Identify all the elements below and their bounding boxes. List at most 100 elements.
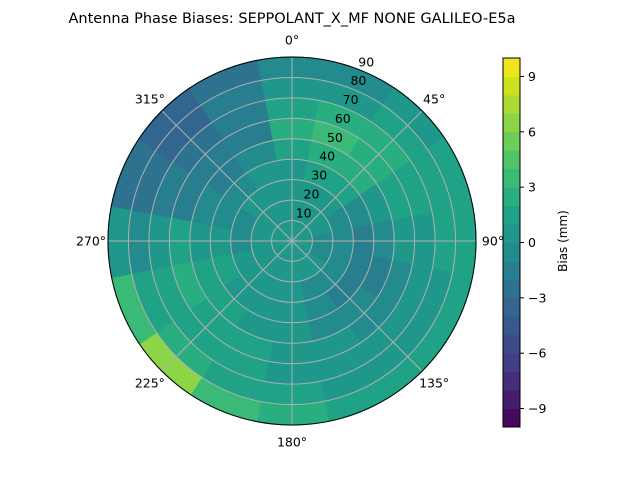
colorbar-level [503,76,520,96]
contour-cell [311,119,362,157]
radial-tick-label: 30 [311,168,327,183]
angle-tick-label: 315° [135,91,165,106]
contour-cell [130,267,174,334]
contour-cell [199,359,266,403]
colorbar-label: Bias (mm) [556,210,570,272]
angle-gridline [291,240,423,372]
contour-cell [130,148,174,215]
contour-cell [170,171,208,222]
colorbar-level [503,279,520,299]
chart-title: Antenna Phase Biases: SEPPOLANT_X_MF NON… [68,11,515,27]
radial-tick-label: 20 [304,186,320,201]
contour-cell [308,244,333,265]
contour-cell [325,248,353,276]
colorbar-level [503,131,520,151]
contour-cell [150,160,191,218]
contour-cell [292,241,304,262]
angle-tick-label: 270° [76,234,106,249]
contour-cell [315,99,373,140]
contour-cell [376,260,414,311]
colorbar-level [503,150,520,170]
contour-cell [188,59,262,106]
contour-cell [191,183,225,226]
contour-cell [231,206,259,234]
colorbar-level [503,242,520,262]
contour-cell [231,248,259,276]
contour-cell [188,376,262,423]
colorbar-level [503,334,520,354]
contour-cell [359,183,393,226]
contour-cell [222,325,273,363]
contour-cell [307,140,350,174]
angle-gridline [291,110,423,242]
contour-cell [280,220,292,241]
contour-cell [271,229,292,241]
colorbar-level [503,58,520,77]
colorbar-tick-label: −6 [528,346,546,361]
colorbar-level [503,316,520,336]
angle-tick-label: 0° [285,33,299,48]
contour-cell [251,244,276,265]
colorbar-level [503,297,520,317]
colorbar-tick-label: 3 [528,180,536,195]
contour-cell [170,260,208,311]
colorbar-level [503,260,520,280]
contour-cell [211,342,269,383]
colorbar-level [503,113,520,133]
colorbar-level [503,408,520,428]
contour-cell [110,137,157,211]
angle-tick-label: 180° [277,435,307,450]
angle-gridline [161,110,293,242]
colorbar-level [503,168,520,188]
contour-cell [280,241,292,262]
contour-cell [427,271,474,345]
contour-cell [234,140,277,174]
angle-tick-label: 90° [482,234,504,249]
radial-tick-label: 50 [327,130,343,145]
contour-cell [322,376,396,423]
radial-tick-label: 90 [358,54,374,69]
angle-tick-label: 225° [135,376,165,391]
contour-cell [410,148,454,215]
polar-grid [108,57,476,425]
angle-tick-labels: 0° 45° 90° 135° 180° 225° 270° 315° [76,33,504,450]
contour-cell [257,180,285,208]
contour-cell [318,359,385,403]
colorbar: −9 −6 −3 0 3 6 9 [502,57,546,428]
colorbar-level [503,353,520,373]
contour-cell [295,257,316,282]
contour-cell [234,308,277,342]
angle-tick-label: 135° [419,376,449,391]
contour-cell [199,79,266,123]
contour-cell [299,274,327,302]
contour-cell [251,217,276,238]
contour-cell [292,220,304,241]
polar-frame [107,56,477,426]
radial-tick-label: 60 [335,111,351,126]
contour-cell [376,171,414,222]
radial-tick-labels: 10 20 30 40 50 60 70 80 90 [296,54,375,220]
contour-cell [295,200,316,225]
colorbar-level [503,187,520,207]
colorbar-tick-label: 9 [528,69,536,84]
contour-cell [410,267,454,334]
contour-cell [322,59,396,106]
contour-cell [110,271,157,345]
contour-cell [393,160,434,218]
contour-cell [359,256,393,299]
radial-tick-label: 10 [296,205,312,220]
contour-cell [318,79,385,123]
colorbar-tick-label: −3 [528,290,546,305]
colorbar-level [503,205,520,225]
contour-cell [222,119,273,157]
contour-cell [268,200,289,225]
contour-cell [325,206,353,234]
contour-cell [315,342,373,383]
contour-cell [191,256,225,299]
contour-cell [150,264,191,322]
colorbar-tick-label: 0 [528,235,536,250]
colorbar-tick-label: −9 [528,401,546,416]
contour-cell [292,241,313,253]
contour-cell [299,180,327,208]
